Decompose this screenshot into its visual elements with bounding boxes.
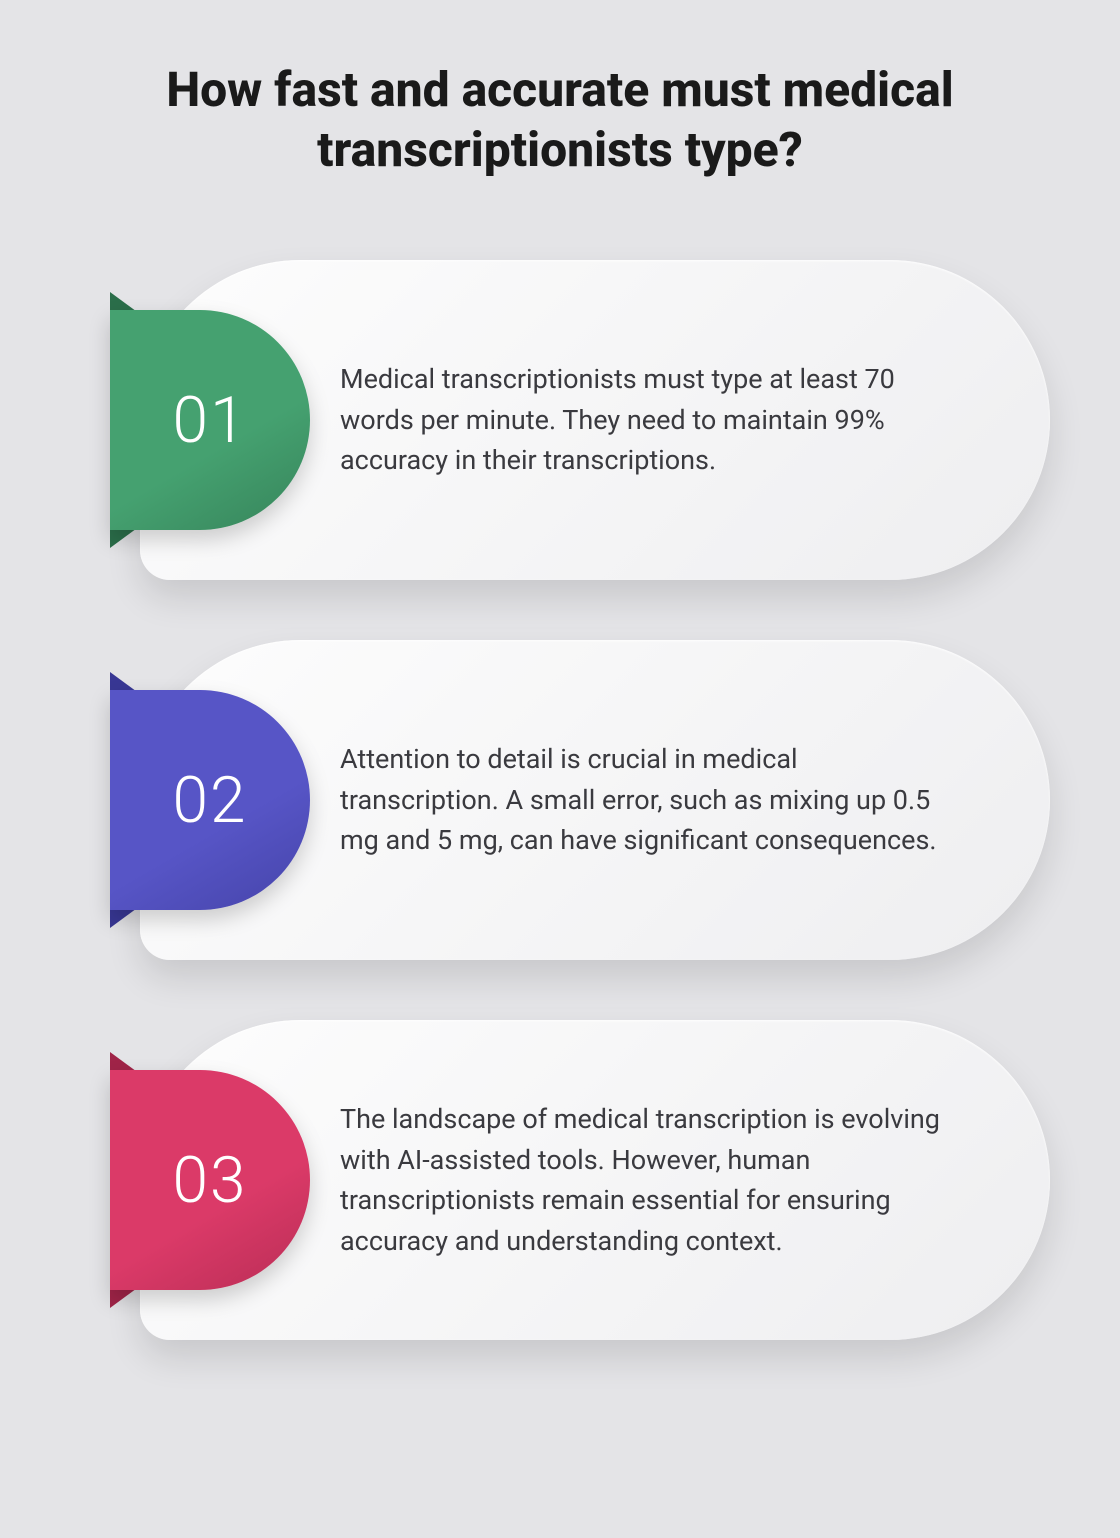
number-badge: 02 [110, 690, 310, 910]
number-badge-wrap: 03 [110, 1070, 310, 1290]
card-text: The landscape of medical transcription i… [340, 1099, 950, 1261]
card-text: Attention to detail is crucial in medica… [340, 739, 950, 861]
card-number: 03 [173, 1143, 248, 1218]
number-badge: 03 [110, 1070, 310, 1290]
card-number: 02 [173, 763, 248, 838]
info-card: The landscape of medical transcription i… [70, 1020, 1050, 1340]
number-badge: 01 [110, 310, 310, 530]
number-badge-wrap: 01 [110, 310, 310, 530]
info-card: Medical transcriptionists must type at l… [70, 260, 1050, 580]
card-text: Medical transcriptionists must type at l… [340, 359, 950, 481]
info-card: Attention to detail is crucial in medica… [70, 640, 1050, 960]
page-title: How fast and accurate must medical trans… [70, 60, 1050, 180]
card-list: Medical transcriptionists must type at l… [70, 260, 1050, 1340]
number-badge-wrap: 02 [110, 690, 310, 910]
card-number: 01 [173, 383, 248, 458]
